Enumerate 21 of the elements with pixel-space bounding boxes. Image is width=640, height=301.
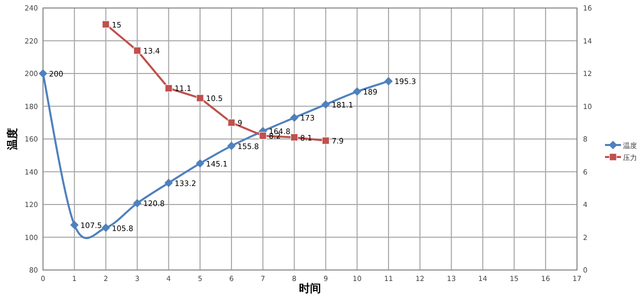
- point: [227, 142, 236, 150]
- point: [164, 178, 173, 187]
- y-axis-title: 温度: [6, 128, 19, 151]
- point: [322, 136, 330, 144]
- point: [70, 220, 78, 229]
- point: [102, 20, 110, 28]
- point: [133, 199, 142, 208]
- point: [290, 114, 298, 122]
- point: [164, 84, 172, 92]
- x-axis-title: 时间: [299, 282, 321, 295]
- point: [39, 70, 47, 78]
- point: [322, 100, 330, 108]
- point: [259, 132, 267, 140]
- point: [196, 159, 204, 168]
- point: [196, 94, 204, 102]
- point: [102, 224, 110, 232]
- point: [228, 118, 236, 126]
- point: [353, 88, 362, 96]
- point: [384, 77, 393, 86]
- point: [290, 134, 298, 142]
- point: [133, 46, 141, 54]
